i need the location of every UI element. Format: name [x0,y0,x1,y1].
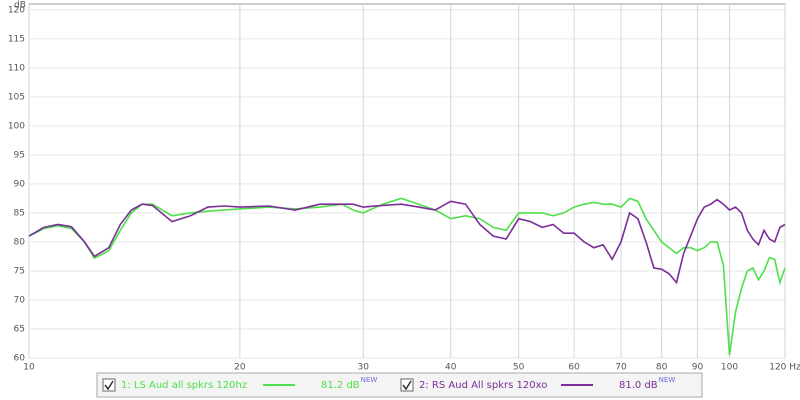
y-tick-label: 105 [8,92,25,102]
y-tick-label: 80 [14,237,26,247]
x-tick-label: 70 [615,363,627,373]
legend-checkbox[interactable] [102,378,116,392]
legend-item: 2: RS Aud All spkrs 120xo 81.0 dB NEW [400,376,676,392]
series-line [28,198,786,285]
y-tick-label: 90 [14,179,26,189]
legend-badge: NEW [659,376,676,384]
y-tick-label: 75 [14,266,25,276]
x-tick-label: 20 [234,363,246,373]
x-tick-label: 60 [568,363,580,373]
x-tick-label: 40 [445,363,457,373]
y-tick-label: 115 [8,34,25,44]
y-tick-label: 65 [14,324,25,334]
y-tick-label: 95 [14,150,25,160]
y-tick-label: 100 [8,121,25,131]
x-tick-label: 30 [358,363,370,373]
y-tick-label: 60 [14,354,26,364]
x-tick-label: 50 [513,363,525,373]
x-tick-label: 120 Hz [769,363,800,373]
plot-area [28,3,786,359]
y-axis-label: dB [14,1,26,11]
legend-level: 81.2 dB [321,380,360,391]
legend-checkbox[interactable] [400,378,414,392]
legend-label: 2: RS Aud All spkrs 120xo [419,380,547,391]
legend-item: 1: LS Aud all spkrs 120hz 81.2 dB NEW [102,376,378,392]
y-tick-label: 110 [8,63,25,73]
legend-badge: NEW [361,376,378,384]
y-tick-label: 85 [14,208,25,218]
legend-level: 81.0 dB [619,380,658,391]
x-tick-label: 80 [656,363,668,373]
x-tick-label: 90 [692,363,704,373]
x-tick-label: 100 [721,363,738,373]
legend [96,372,703,398]
checkmark [104,380,114,391]
y-tick-label: 120 [8,5,25,15]
y-tick-label: 70 [14,295,26,305]
x-tick-label: 10 [23,363,35,373]
checkmark [402,380,412,391]
legend-label: 1: LS Aud all spkrs 120hz [121,380,247,391]
series-line [28,197,786,356]
